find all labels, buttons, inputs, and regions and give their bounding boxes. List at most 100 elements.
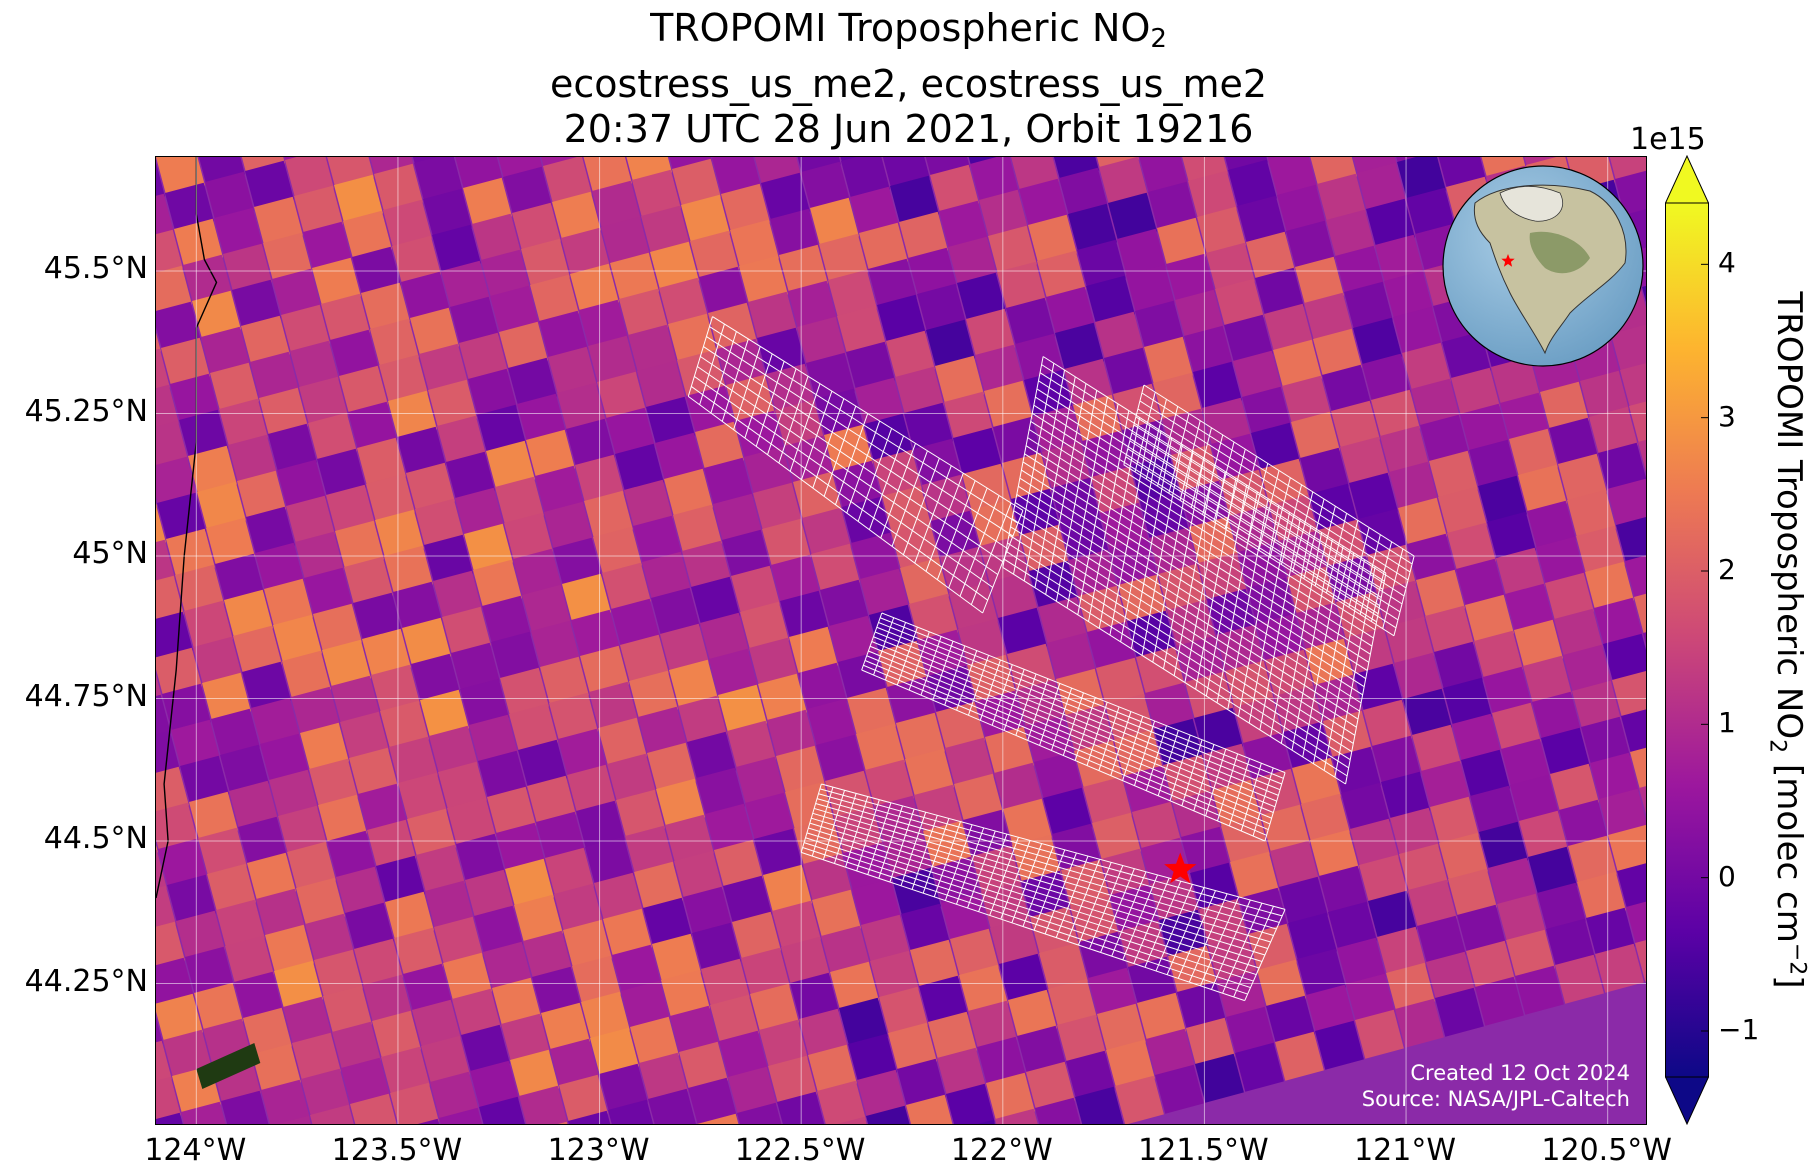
no2-pixel xyxy=(412,999,461,1049)
no2-pixel xyxy=(1096,657,1145,707)
no2-pixel xyxy=(601,216,650,266)
no2-pixel xyxy=(1621,709,1646,755)
lat-tick-label: 44.75°N xyxy=(24,678,148,714)
no2-pixel xyxy=(1474,630,1523,680)
no2-pixel xyxy=(1638,439,1646,473)
no2-pixel xyxy=(157,492,206,542)
colorbar-tick-label: −1 xyxy=(1718,1013,1760,1046)
no2-pixel xyxy=(788,280,837,330)
no2-pixel xyxy=(1119,920,1168,970)
swath-line xyxy=(1032,412,1376,631)
lon-tick-label: 122°W xyxy=(950,1133,1053,1168)
no2-pixel xyxy=(509,703,558,753)
no2-pixel xyxy=(1377,926,1426,976)
no2-pixel xyxy=(1397,157,1446,201)
no2-pixel xyxy=(767,709,816,759)
no2-pixel xyxy=(958,618,1007,668)
swath-line xyxy=(1013,510,1357,728)
no2-pixel xyxy=(704,457,753,507)
colorbar-outline xyxy=(1665,202,1709,1078)
swath-line xyxy=(1011,518,1356,736)
no2-pixel xyxy=(176,910,225,960)
no2-pixel xyxy=(695,421,744,471)
no2-pixel xyxy=(1346,973,1395,1023)
no2-pixel xyxy=(370,157,414,177)
no2-pixel xyxy=(851,532,900,582)
no2-pixel xyxy=(866,1105,910,1124)
no2-pixel xyxy=(156,957,194,1007)
no2-pixel xyxy=(882,485,931,535)
no2-pixel xyxy=(354,938,403,988)
no2-pixel xyxy=(452,988,501,1038)
no2-pixel xyxy=(174,218,223,268)
no2-pixel xyxy=(732,911,781,961)
no2-pixel xyxy=(847,687,896,737)
no2-pixel xyxy=(490,285,539,335)
no2-pixel xyxy=(220,744,269,794)
no2-pixel xyxy=(1438,486,1487,536)
no2-pixel xyxy=(317,448,366,498)
no2-pixel xyxy=(1309,483,1358,533)
no2-pixel xyxy=(510,1049,559,1099)
no2-pixel xyxy=(233,625,282,675)
no2-pixel xyxy=(1563,644,1612,694)
no2-pixel xyxy=(838,651,887,701)
no2-pixel xyxy=(478,750,527,800)
no2-pixel xyxy=(1469,439,1518,489)
no2-pixel xyxy=(892,867,941,917)
no2-pixel xyxy=(1630,747,1646,791)
no2-pixel xyxy=(392,235,441,285)
no2-pixel xyxy=(398,772,447,822)
no2-pixel xyxy=(930,164,979,214)
no2-pixel xyxy=(661,969,710,1019)
no2-pixel xyxy=(1266,995,1315,1045)
no2-pixel xyxy=(443,952,492,1002)
no2-pixel xyxy=(156,675,162,699)
created-date: Created 12 Oct 2024 xyxy=(1410,1061,1630,1085)
no2-pixel xyxy=(304,567,353,617)
no2-pixel xyxy=(1106,1039,1155,1089)
lon-tick-label: 124°W xyxy=(144,1133,247,1168)
lon-tick-label: 122.5°W xyxy=(734,1133,866,1168)
no2-pixel xyxy=(697,1113,739,1124)
no2-pixel xyxy=(479,1096,525,1124)
no2-pixel xyxy=(1012,834,1061,884)
no2-pixel xyxy=(677,349,726,399)
no2-pixel xyxy=(274,960,323,1010)
swath-line xyxy=(805,837,1254,982)
no2-pixel xyxy=(216,899,265,949)
no2-pixel xyxy=(1550,763,1599,813)
no2-pixel xyxy=(332,1021,381,1071)
no2-pixel xyxy=(1362,353,1411,403)
no2-pixel xyxy=(1554,608,1603,658)
no2-pixel xyxy=(705,803,754,853)
no2-pixel xyxy=(856,723,905,773)
no2-pixel xyxy=(1217,970,1266,1020)
no2-pixel xyxy=(670,1005,719,1055)
no2-pixel xyxy=(660,623,709,673)
title-line-3: 20:37 UTC 28 Jun 2021, Orbit 19216 xyxy=(563,107,1254,151)
globe-interior xyxy=(1529,231,1590,274)
no2-pixel xyxy=(1145,682,1194,732)
no2-pixel xyxy=(1043,787,1092,837)
no2-pixel xyxy=(535,465,584,515)
swath-line xyxy=(1018,485,1362,704)
no2-pixel xyxy=(277,1115,311,1124)
no2-pixel xyxy=(1411,378,1460,428)
no2-pixel xyxy=(305,913,354,963)
no2-pixel xyxy=(532,966,581,1016)
no2-pixel xyxy=(949,582,998,632)
no2-pixel xyxy=(441,260,490,310)
no2-pixel xyxy=(552,191,601,241)
swath-line xyxy=(1036,388,1380,606)
no2-pixel xyxy=(1500,392,1549,442)
no2-pixel xyxy=(860,568,909,618)
no2-pixel xyxy=(376,855,425,905)
no2-pixel xyxy=(1355,1009,1404,1059)
swath-line xyxy=(1019,477,1363,696)
no2-pixel xyxy=(277,459,326,509)
no2-pixel xyxy=(1135,300,1184,350)
no2-pixel xyxy=(473,559,522,609)
no2-pixel xyxy=(1273,339,1322,389)
no2-pixel xyxy=(1268,157,1317,198)
